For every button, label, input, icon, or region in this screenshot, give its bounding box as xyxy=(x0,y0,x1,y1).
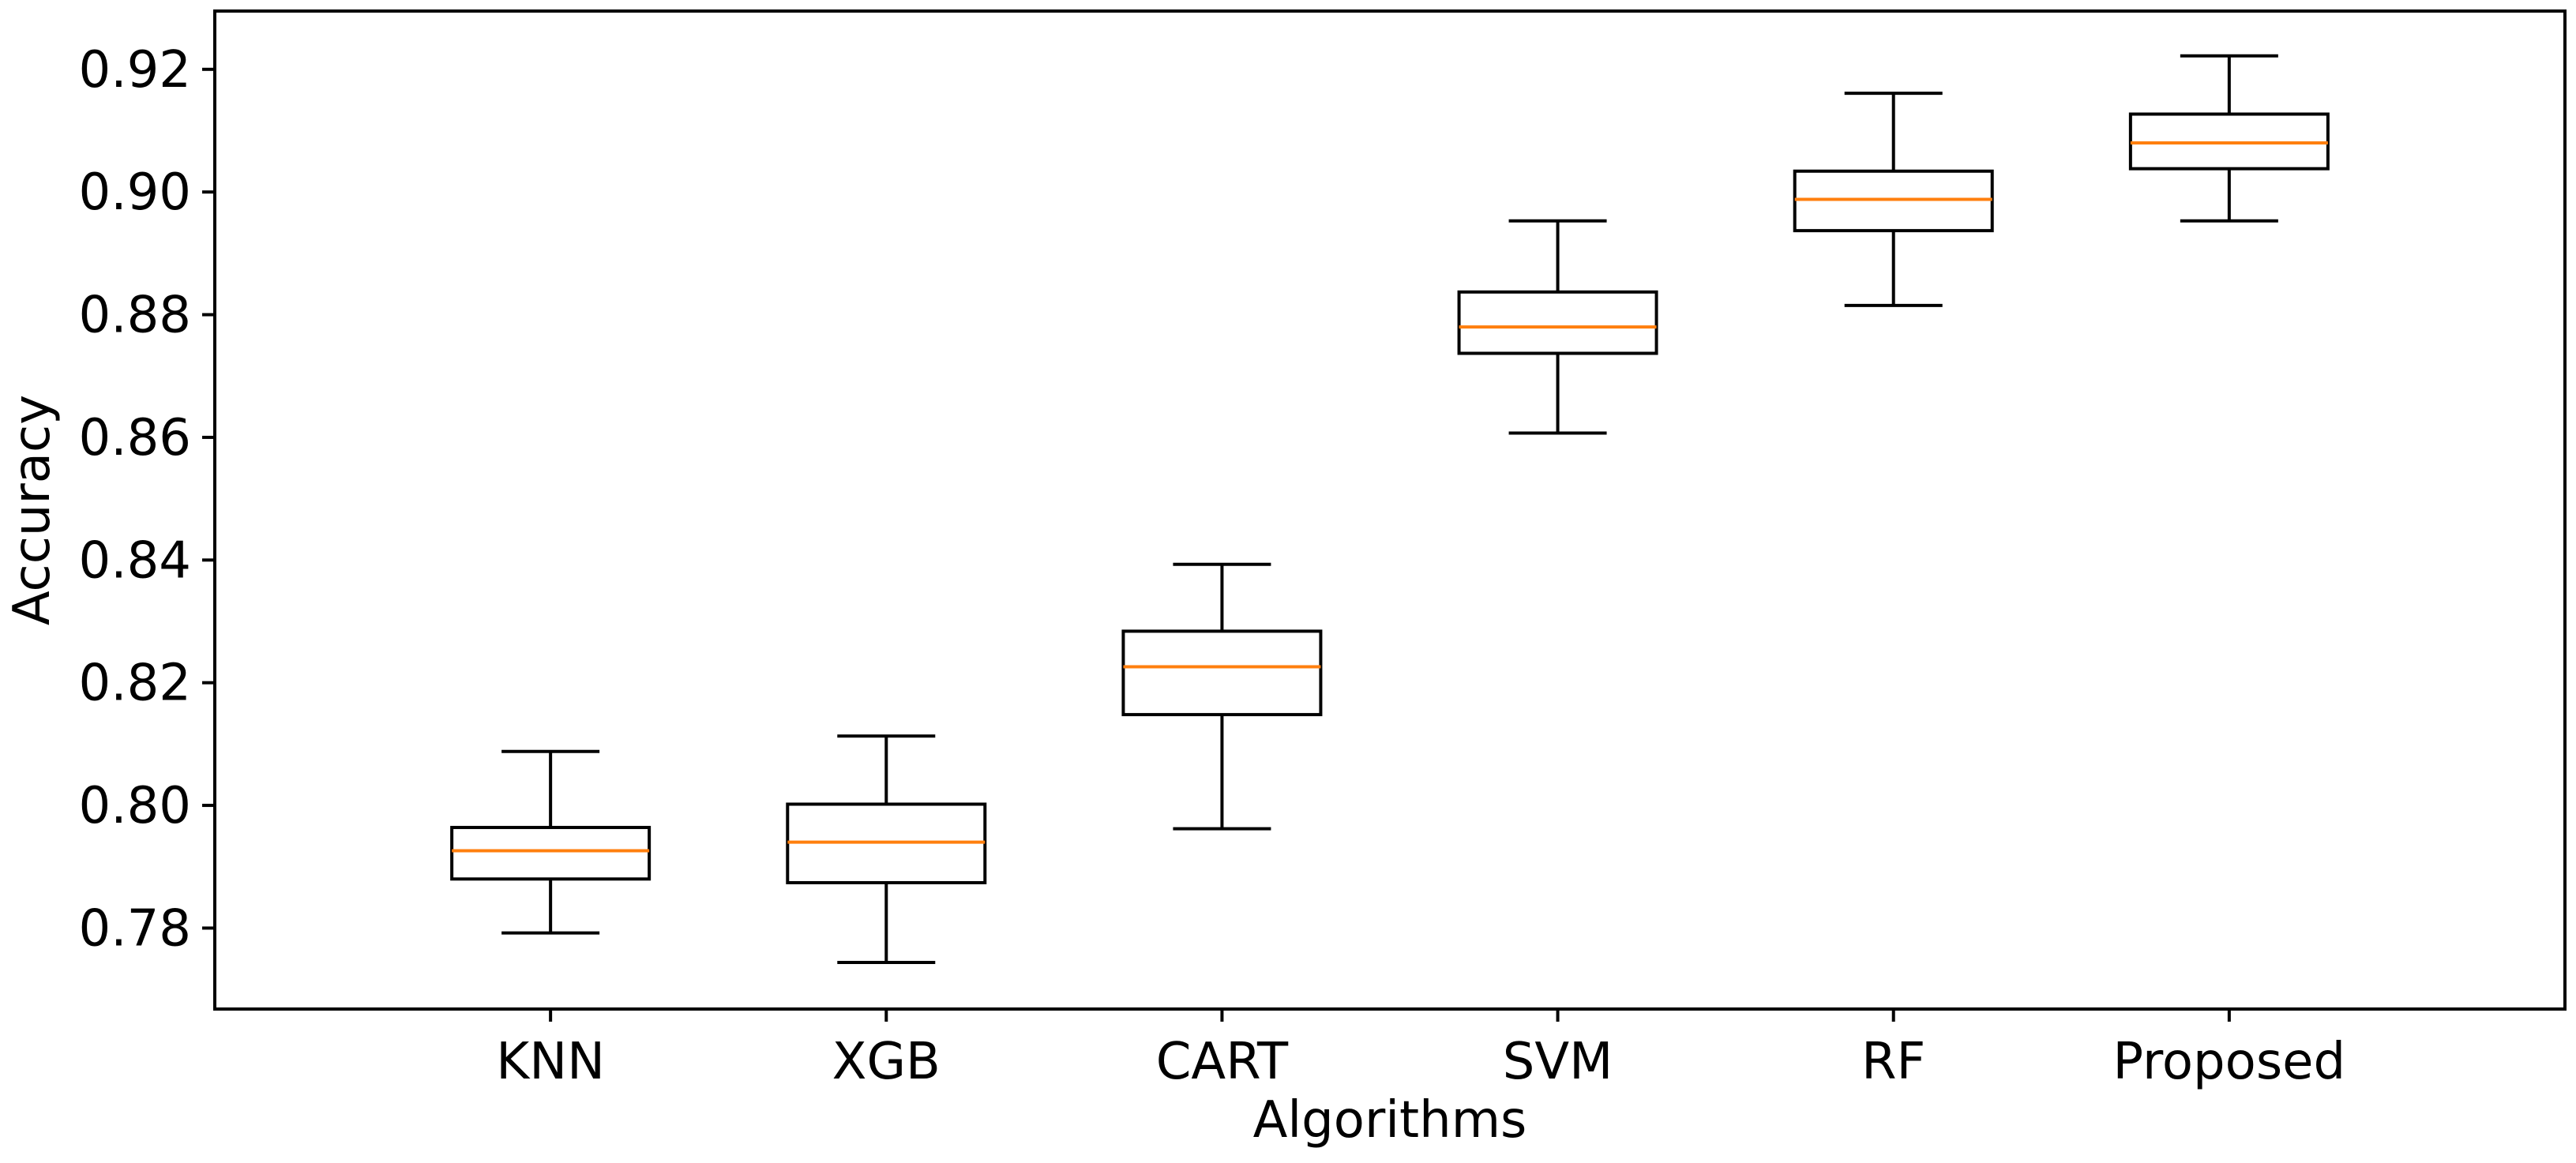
x-axis: KNN XGB CART SVM RF Proposed xyxy=(496,1009,2345,1091)
y-tick-label: 0.92 xyxy=(79,41,192,99)
box-cart xyxy=(1121,562,1323,831)
y-tick-label: 0.86 xyxy=(79,409,192,467)
box-series xyxy=(450,54,2330,964)
x-tick-label: RF xyxy=(1861,1033,1925,1091)
x-tick-label: CART xyxy=(1156,1033,1289,1091)
box-proposed xyxy=(2128,54,2330,223)
y-tick-label: 0.82 xyxy=(79,655,192,713)
y-tick-label: 0.84 xyxy=(79,531,192,590)
box-knn xyxy=(450,749,652,935)
x-tick-label: SVM xyxy=(1503,1033,1613,1091)
x-tick-label: KNN xyxy=(496,1033,605,1091)
y-tick-label: 0.80 xyxy=(79,777,192,835)
box-svm xyxy=(1457,219,1658,435)
x-tick-label: XGB xyxy=(832,1033,941,1091)
box-xgb xyxy=(786,734,987,964)
y-axis: 0.78 0.80 0.82 0.84 0.86 0.88 0.90 0.92 xyxy=(79,41,215,958)
y-axis-title: Accuracy xyxy=(3,395,62,625)
y-tick-label: 0.88 xyxy=(79,287,192,345)
y-tick-label: 0.78 xyxy=(79,899,192,958)
y-tick-label: 0.90 xyxy=(79,163,192,222)
x-tick-label: Proposed xyxy=(2113,1033,2346,1091)
x-axis-title: Algorithms xyxy=(1253,1091,1527,1150)
plot-area xyxy=(213,9,2567,1011)
iqr-box xyxy=(1121,629,1323,717)
iqr-box xyxy=(1457,290,1658,355)
box-rf xyxy=(1793,92,1994,307)
iqr-box xyxy=(450,826,652,881)
